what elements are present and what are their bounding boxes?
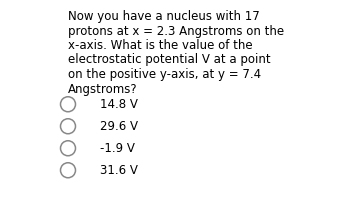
Text: 31.6 V: 31.6 V [100,164,138,177]
Text: x-axis. What is the value of the: x-axis. What is the value of the [68,39,253,52]
Text: electrostatic potential V at a point: electrostatic potential V at a point [68,53,271,67]
Text: on the positive y-axis, at y = 7.4: on the positive y-axis, at y = 7.4 [68,68,261,81]
Text: Angstroms?: Angstroms? [68,83,138,95]
Text: -1.9 V: -1.9 V [100,142,135,155]
Text: protons at x = 2.3 Angstroms on the: protons at x = 2.3 Angstroms on the [68,25,284,37]
Text: 29.6 V: 29.6 V [100,120,138,133]
Text: Now you have a nucleus with 17: Now you have a nucleus with 17 [68,10,260,23]
Text: 14.8 V: 14.8 V [100,98,138,111]
